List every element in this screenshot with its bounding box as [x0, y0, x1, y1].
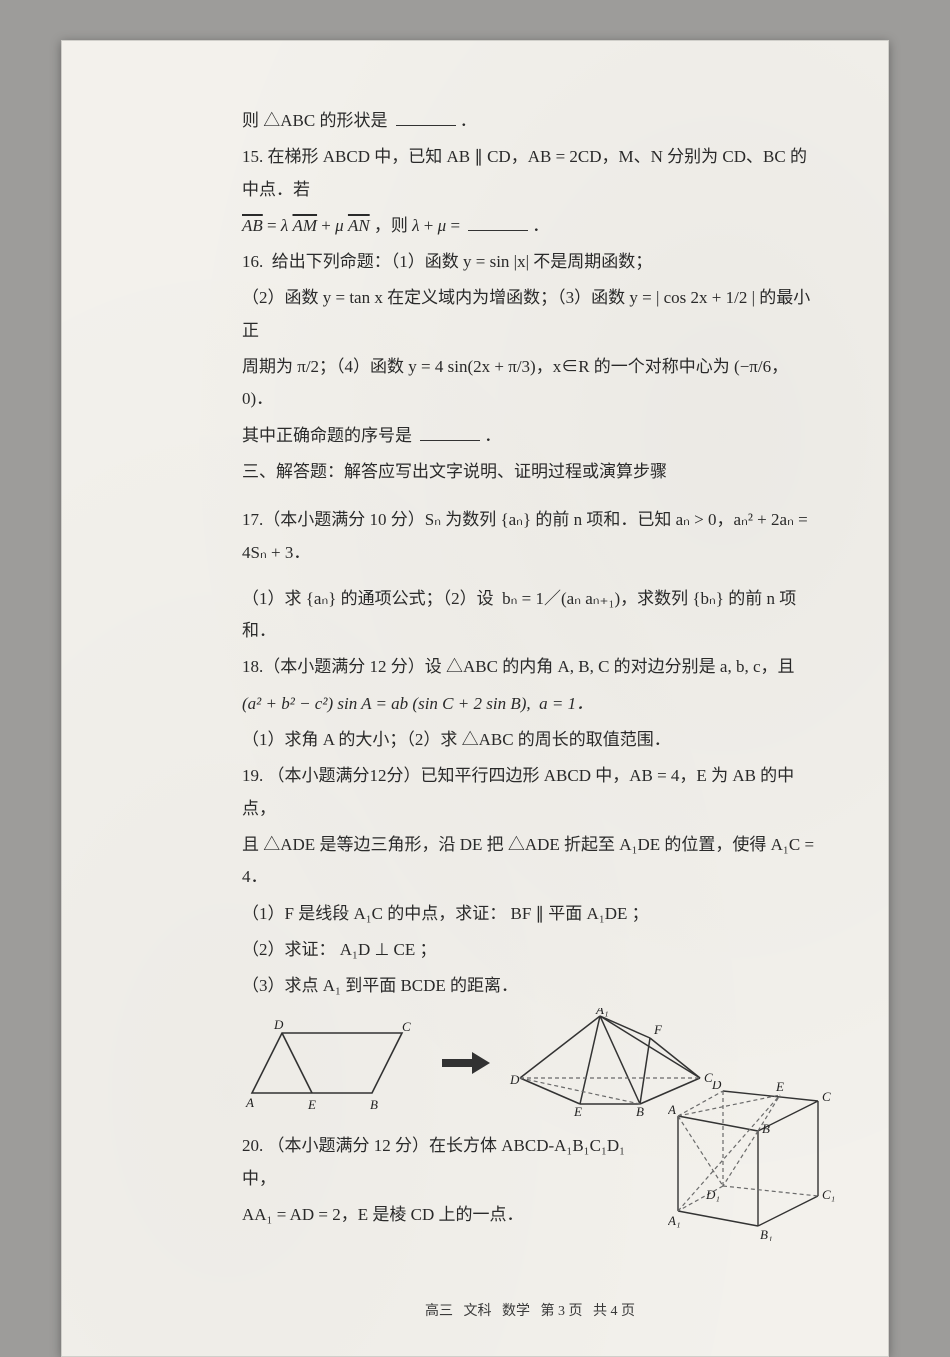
q19-line3: （1）F 是线段 A₁C 的中点，求证： BF ∥ 平面 A₁DE ；	[242, 898, 818, 930]
svg-text:A: A	[668, 1102, 676, 1117]
svg-text:C: C	[402, 1019, 411, 1034]
q14-blank	[396, 107, 456, 126]
q20-cuboid-figure: A B C D E A₁ B₁ C₁ D₁	[668, 1081, 838, 1241]
q19-flat-figure: A E B D C	[242, 1013, 422, 1113]
section3-text: 三、解答题：解答应写出文字说明、证明过程或演算步骤	[242, 462, 667, 481]
svg-text:D: D	[273, 1017, 284, 1032]
paper-sheet: 则 △ABC 的形状是 ． 15. 在梯形 ABCD 中，已知 AB ∥ CD，…	[61, 40, 889, 1357]
svg-text:C: C	[822, 1089, 831, 1104]
q19-l1: 19. （本小题满分12分）已知平行四边形 ABCD 中，AB = 4，E 为 …	[242, 766, 794, 817]
q16-line1: 16. 给出下列命题：（1）函数 y = sin |x| 不是周期函数；	[242, 246, 818, 278]
svg-text:B: B	[762, 1121, 770, 1136]
q19-l2: 且 △ADE 是等边三角形，沿 DE 把 △ADE 折起至 A₁DE 的位置，使…	[242, 835, 818, 886]
q16-blank	[420, 422, 480, 441]
q14-tail: 则 △ABC 的形状是 ．	[242, 105, 818, 137]
q16-l1: 16. 给出下列命题：（1）函数 y = sin |x| 不是周期函数；	[242, 252, 652, 271]
vec-an: AN	[348, 216, 370, 235]
q17-line1: 17.（本小题满分 10 分）Sₙ 为数列 {aₙ} 的前 n 项和．已知 aₙ…	[242, 504, 818, 569]
q19-line5: （3）求点 A₁ 到平面 BCDE 的距离．	[242, 970, 818, 1002]
svg-text:A: A	[245, 1095, 254, 1110]
spacer	[242, 1235, 818, 1281]
q16-line4: 其中正确命题的序号是 ．	[242, 420, 818, 452]
q16-l3: 周期为 π/2；（4）函数 y = 4 sin(2x + π/3)，x∈R 的一…	[242, 357, 788, 408]
q19-line4: （2）求证： A₁D ⊥ CE ；	[242, 934, 818, 966]
q16-line2: （2）函数 y = tan x 在定义域内为增函数；（3）函数 y = | co…	[242, 282, 818, 347]
q19-l4: （2）求证： A₁D ⊥ CE ；	[242, 940, 437, 959]
section3-heading: 三、解答题：解答应写出文字说明、证明过程或演算步骤	[242, 456, 818, 488]
q19-line1: 19. （本小题满分12分）已知平行四边形 ABCD 中，AB = 4，E 为 …	[242, 760, 818, 825]
q18-line2: (a² + b² − c²) sin A = ab (sin C + 2 sin…	[242, 688, 818, 720]
q15-line2: AB = λ AM + μ AN ，则 λ + μ = ．	[242, 210, 818, 242]
vec-am: AM	[293, 216, 318, 235]
q19-l5: （3）求点 A₁ 到平面 BCDE 的距离．	[242, 976, 518, 995]
page-footer: 高三 文科 数学 第 3 页 共 4 页	[242, 1299, 818, 1326]
q17-l2: （1）求 {aₙ} 的通项公式；（2）设 bₙ = 1／(aₙ aₙ₊₁)，求数…	[242, 589, 796, 640]
q19-line2: 且 △ADE 是等边三角形，沿 DE 把 △ADE 折起至 A₁DE 的位置，使…	[242, 829, 818, 894]
q20-l1: 20. （本小题满分 12 分）在长方体 ABCD-A₁B₁C₁D₁ 中，	[242, 1136, 629, 1187]
svg-text:E: E	[775, 1081, 784, 1094]
vec-ab: AB	[242, 216, 263, 235]
q18-line1: 18.（本小题满分 12 分）设 △ABC 的内角 A, B, C 的对边分别是…	[242, 651, 818, 683]
svg-text:D: D	[509, 1072, 520, 1087]
svg-text:B₁: B₁	[760, 1227, 772, 1241]
svg-text:E: E	[307, 1097, 316, 1112]
q19-l3: （1）F 是线段 A₁C 的中点，求证： BF ∥ 平面 A₁DE ；	[242, 904, 649, 923]
svg-text:E: E	[573, 1104, 582, 1118]
footer-text: 高三 文科 数学 第 3 页 共 4 页	[425, 1304, 635, 1319]
q18-l1: 18.（本小题满分 12 分）设 △ABC 的内角 A, B, C 的对边分别是…	[242, 657, 795, 676]
q16-l2: （2）函数 y = tan x 在定义域内为增函数；（3）函数 y = | co…	[242, 288, 810, 339]
q15-l1: 15. 在梯形 ABCD 中，已知 AB ∥ CD，AB = 2CD，M、N 分…	[242, 147, 807, 198]
q15-line1: 15. 在梯形 ABCD 中，已知 AB ∥ CD，AB = 2CD，M、N 分…	[242, 141, 818, 206]
q17-l1: 17.（本小题满分 10 分）Sₙ 为数列 {aₙ} 的前 n 项和．已知 aₙ…	[242, 510, 812, 561]
q15-blank	[468, 212, 528, 231]
q16-line3: 周期为 π/2；（4）函数 y = 4 sin(2x + π/3)，x∈R 的一…	[242, 351, 818, 416]
q20-l2: AA₁ = AD = 2，E 是棱 CD 上的一点．	[242, 1205, 524, 1224]
q20-figure-wrap: A B C D E A₁ B₁ C₁ D₁	[668, 1081, 838, 1241]
svg-text:A₁: A₁	[668, 1213, 680, 1228]
svg-text:A₁: A₁	[595, 1008, 608, 1017]
spacer	[242, 573, 818, 579]
svg-text:D: D	[711, 1081, 722, 1092]
svg-text:B: B	[636, 1104, 644, 1118]
svg-text:D₁: D₁	[705, 1187, 720, 1202]
spacer	[242, 490, 818, 500]
svg-text:B: B	[370, 1097, 378, 1112]
q18-l2: (a² + b² − c²) sin A = ab (sin C + 2 sin…	[242, 694, 593, 713]
svg-text:F: F	[653, 1022, 663, 1037]
arrow-icon	[440, 1048, 490, 1078]
q17-line2: （1）求 {aₙ} 的通项公式；（2）设 bₙ = 1／(aₙ aₙ₊₁)，求数…	[242, 583, 818, 648]
svg-text:C₁: C₁	[822, 1187, 835, 1202]
q18-l3: （1）求角 A 的大小；（2）求 △ABC 的周长的取值范围．	[242, 730, 671, 749]
q14-text: 则 △ABC 的形状是	[242, 111, 387, 130]
q16-l4: 其中正确命题的序号是	[242, 426, 412, 445]
q18-line3: （1）求角 A 的大小；（2）求 △ABC 的周长的取值范围．	[242, 724, 818, 756]
